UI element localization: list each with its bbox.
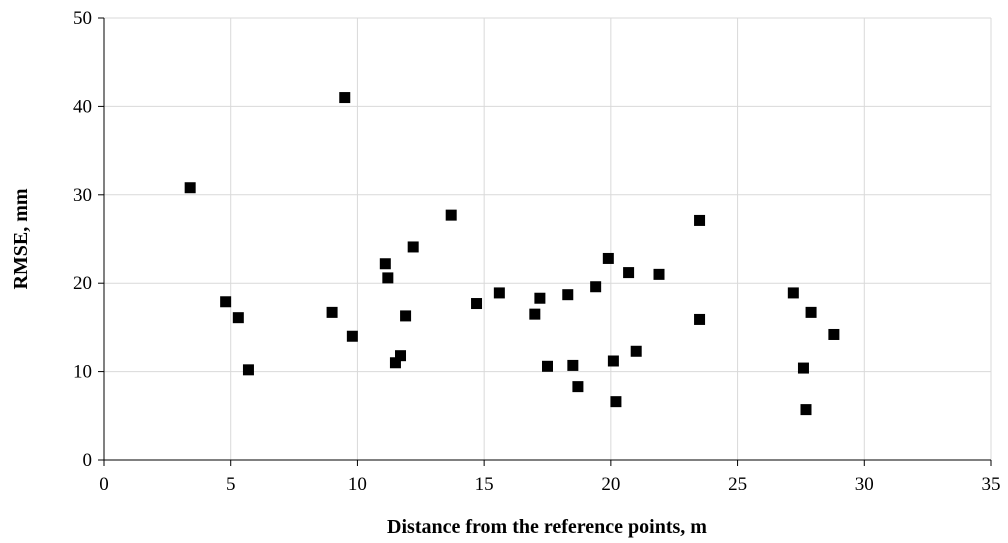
data-point [610, 396, 622, 408]
data-point [828, 328, 840, 340]
data-point [339, 92, 351, 104]
data-point [242, 364, 254, 376]
data-point [787, 287, 799, 299]
data-point [694, 313, 706, 325]
data-point [382, 272, 394, 284]
data-point [529, 308, 541, 320]
x-tick-label: 25 [728, 474, 747, 495]
data-point [694, 214, 706, 226]
x-tick-label: 20 [601, 474, 620, 495]
data-point [445, 209, 457, 221]
x-tick-label: 5 [226, 474, 236, 495]
data-point [346, 330, 358, 342]
data-point [607, 355, 619, 367]
data-point [389, 357, 401, 369]
grid-lines [104, 17, 992, 460]
data-point [805, 306, 817, 318]
y-tick-labels: 0 10 20 30 40 50 [73, 8, 92, 471]
data-point [630, 345, 642, 357]
axes [98, 17, 992, 466]
data-point [379, 258, 391, 270]
data-point [184, 182, 196, 194]
data-point [232, 312, 244, 324]
data-point [590, 281, 602, 293]
x-tick-label: 10 [348, 474, 367, 495]
data-points [184, 92, 840, 416]
y-tick-label: 40 [73, 96, 92, 117]
data-point [400, 310, 412, 322]
y-axis-title: RMSE, mm [10, 188, 32, 289]
x-tick-label: 30 [855, 474, 874, 495]
data-point [797, 362, 809, 374]
data-point [653, 268, 665, 280]
x-tick-label: 35 [982, 474, 1001, 495]
data-point [471, 298, 483, 310]
y-tick-label: 30 [73, 185, 92, 206]
data-point [602, 252, 614, 264]
data-point [542, 360, 553, 372]
y-tick-label: 10 [73, 362, 92, 383]
data-point [567, 359, 579, 371]
y-tick-label: 50 [73, 8, 92, 29]
x-axis-title: Distance from the reference points, m [387, 516, 707, 538]
data-point [800, 404, 812, 416]
data-point [572, 381, 584, 393]
data-point [493, 287, 505, 299]
x-tick-label: 15 [475, 474, 494, 495]
data-point [407, 241, 419, 253]
y-tick-label: 0 [83, 450, 93, 471]
y-tick-label: 20 [73, 273, 92, 294]
data-point [534, 292, 546, 304]
data-point [326, 306, 338, 318]
data-point [395, 350, 407, 362]
x-tick-label: 0 [99, 474, 109, 495]
data-point [623, 267, 635, 279]
data-point [220, 296, 232, 308]
x-tick-labels: 0 5 10 15 20 25 30 35 [99, 474, 1000, 495]
data-point [562, 289, 574, 301]
